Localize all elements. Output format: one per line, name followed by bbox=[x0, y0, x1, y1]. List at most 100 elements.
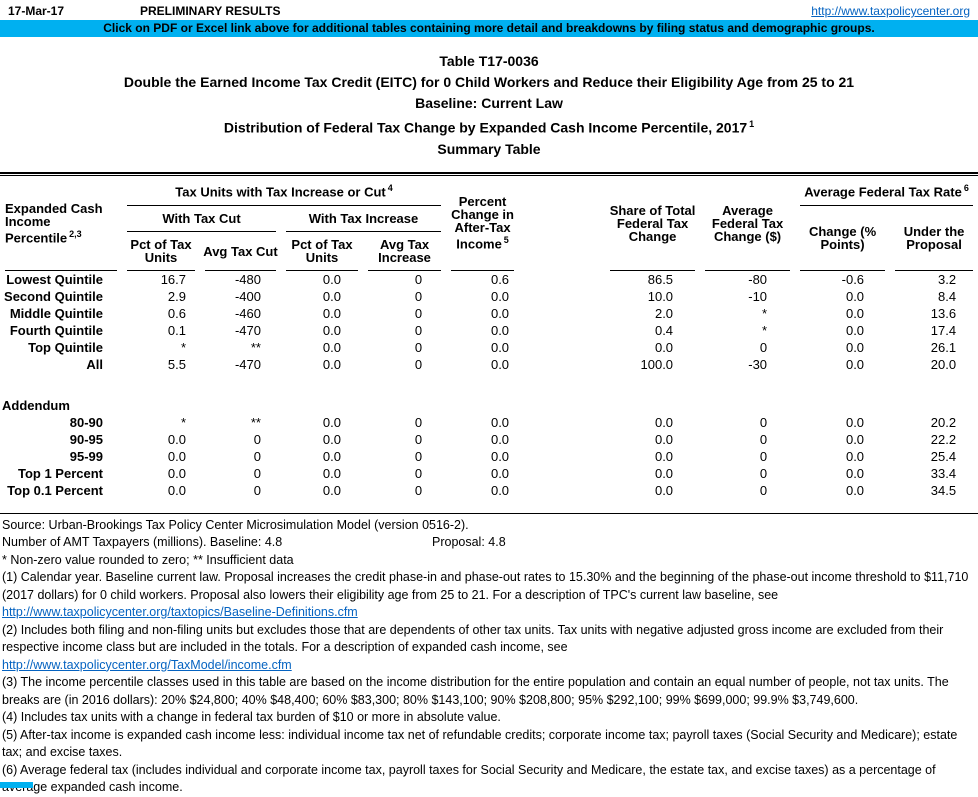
footnote-text: (6) Average federal tax (includes indivi… bbox=[2, 762, 936, 795]
banner-fragment bbox=[0, 782, 33, 788]
source-note: Source: Urban-Brookings Tax Policy Cente… bbox=[2, 517, 469, 532]
cell: 0.0 bbox=[322, 271, 341, 287]
cell: 0.0 bbox=[322, 356, 341, 372]
cell: 0 bbox=[414, 414, 423, 430]
cell: 0.0 bbox=[322, 482, 341, 498]
cell: 0.0 bbox=[167, 465, 186, 481]
spacer-cell bbox=[519, 322, 605, 339]
cell: 86.5 bbox=[647, 271, 674, 287]
cell: 0 bbox=[414, 339, 423, 355]
group-header-tax-units: Tax Units with Tax Increase or Cut 4 bbox=[122, 176, 446, 206]
col-header-pct-change-after-tax: Percent Change in After-Tax Income 5 bbox=[446, 176, 519, 271]
table-top-rule bbox=[0, 171, 978, 176]
cell: 16.7 bbox=[160, 271, 186, 287]
report-date: 17-Mar-17 bbox=[8, 4, 65, 18]
row-label: 80-90 bbox=[69, 414, 103, 430]
info-banner: Click on PDF or Excel link above for add… bbox=[0, 20, 978, 37]
table-row: All 5.5 -470 0.0 0 0.0 100.0 -30 0.0 20.0 bbox=[0, 356, 978, 373]
addendum-label: Addendum bbox=[2, 397, 70, 413]
cell: 0.0 bbox=[654, 465, 674, 481]
table-row: 90-95 0.0 0 0.0 0 0.0 0.0 0 0.0 22.2 bbox=[0, 431, 978, 448]
cell: 5.5 bbox=[167, 356, 186, 372]
cell: 0.0 bbox=[490, 356, 510, 372]
cell: 0 bbox=[253, 431, 261, 447]
footnote: (6) Average federal tax (includes indivi… bbox=[2, 762, 976, 797]
cell: 0.0 bbox=[490, 339, 510, 355]
cell: 0.0 bbox=[845, 448, 865, 464]
table-row: Fourth Quintile 0.1 -470 0.0 0 0.0 0.4 * 0.0 17.4 bbox=[0, 322, 978, 339]
footnote: (3) The income percentile classes used i… bbox=[2, 674, 976, 709]
cell: -10 bbox=[748, 288, 768, 304]
cell: 0.0 bbox=[654, 431, 674, 447]
cell: 0.0 bbox=[845, 431, 865, 447]
cell: 25.4 bbox=[930, 448, 957, 464]
row-label: 95-99 bbox=[69, 448, 103, 464]
group-header-avg-rate: Average Federal Tax Rate 6 bbox=[795, 176, 978, 206]
cell: 0 bbox=[414, 465, 423, 481]
cell: 0 bbox=[414, 322, 423, 338]
col-header-share-total: Share of Total Federal Tax Change bbox=[605, 176, 700, 271]
row-label: 90-95 bbox=[69, 431, 103, 447]
cell: 100.0 bbox=[640, 356, 674, 372]
footnote-link[interactable]: http://www.taxpolicycenter.org/taxtopics… bbox=[2, 605, 358, 620]
cell: 0.0 bbox=[654, 448, 674, 464]
footnote-ref-1: 1 bbox=[749, 119, 755, 129]
group-header-with-tax-cut: With Tax Cut bbox=[122, 206, 281, 232]
cell: 0 bbox=[759, 414, 768, 430]
cell: 0 bbox=[253, 465, 261, 481]
cell: 0.0 bbox=[845, 465, 865, 481]
taxpolicycenter-link[interactable]: http://www.taxpolicycenter.org bbox=[811, 4, 970, 18]
table-row: Second Quintile 2.9 -400 0.0 0 0.0 10.0 -10 0.0 8… bbox=[0, 288, 978, 305]
col-header-rate-change: Change (% Points) bbox=[795, 206, 890, 271]
amt-proposal: Proposal: 4.8 bbox=[432, 535, 506, 550]
footnote-text: (3) The income percentile classes used i… bbox=[2, 675, 949, 707]
cell: 0.0 bbox=[490, 305, 510, 321]
footnotes: (1) Calendar year. Baseline current law.… bbox=[2, 569, 976, 797]
title-block: Table T17-0036 Double the Earned Income … bbox=[0, 51, 978, 160]
cell: 0.0 bbox=[167, 448, 186, 464]
cell: 0.6 bbox=[490, 271, 510, 287]
row-label: All bbox=[86, 356, 103, 372]
table-body: Lowest Quintile 16.7 -480 0.0 0 0.6 86.5 -80 -0.… bbox=[0, 271, 978, 513]
cell: 0 bbox=[759, 465, 768, 481]
table-number-title: Table T17-0036 bbox=[439, 53, 539, 69]
cell: 0 bbox=[759, 339, 768, 355]
cell: 8.4 bbox=[937, 288, 957, 304]
cell: 0.0 bbox=[845, 356, 865, 372]
footnote-text: (4) Includes tax units with a change in … bbox=[2, 710, 501, 725]
spacer-cell bbox=[519, 288, 605, 305]
cell: 26.1 bbox=[930, 339, 957, 355]
footnote-text: (5) After-tax income is expanded cash in… bbox=[2, 727, 958, 760]
cell: 0.0 bbox=[490, 414, 510, 430]
cell: 0.0 bbox=[322, 431, 341, 447]
spacer-cell bbox=[0, 499, 978, 513]
cell: 2.9 bbox=[167, 288, 186, 304]
cell: 0.1 bbox=[167, 322, 186, 338]
cell: -480 bbox=[234, 271, 261, 287]
cell: 0 bbox=[253, 482, 261, 498]
table-bottom-rule bbox=[0, 512, 978, 514]
group-header-with-tax-increase: With Tax Increase bbox=[281, 206, 446, 232]
col-header-pct-units-increase: Pct of Tax Units bbox=[281, 232, 363, 271]
cell: -460 bbox=[234, 305, 261, 321]
cell: 0.0 bbox=[654, 482, 674, 498]
preliminary-results-label: PRELIMINARY RESULTS bbox=[140, 4, 281, 18]
cell: 0.0 bbox=[490, 482, 510, 498]
cell: 0 bbox=[414, 482, 423, 498]
footnote-link[interactable]: http://www.taxpolicycenter.org/TaxModel/… bbox=[2, 657, 292, 672]
footnote-text: (2) Includes both filing and non-filing … bbox=[2, 622, 944, 655]
amt-taxpayers-note: Number of AMT Taxpayers (millions). Base… bbox=[2, 534, 976, 552]
addendum-row: Addendum bbox=[0, 397, 978, 414]
row-label: Top Quintile bbox=[28, 339, 103, 355]
row-label: Top 0.1 Percent bbox=[7, 482, 103, 498]
table-row: 80-90 * ** 0.0 0 0.0 0.0 0 0.0 20.2 bbox=[0, 414, 978, 431]
col-header-avg-change: Average Federal Tax Change ($) bbox=[700, 176, 795, 271]
cell: 3.2 bbox=[937, 271, 957, 287]
cell: ** bbox=[250, 414, 261, 430]
distribution-title: Distribution of Federal Tax Change by Ex… bbox=[223, 119, 755, 136]
top-bar: 17-Mar-17 PRELIMINARY RESULTS http://www… bbox=[0, 0, 978, 20]
row-label: Fourth Quintile bbox=[9, 322, 103, 338]
footnote: (4) Includes tax units with a change in … bbox=[2, 709, 976, 727]
spacer-column bbox=[519, 176, 605, 271]
footnote-ref-5: 5 bbox=[503, 235, 509, 246]
